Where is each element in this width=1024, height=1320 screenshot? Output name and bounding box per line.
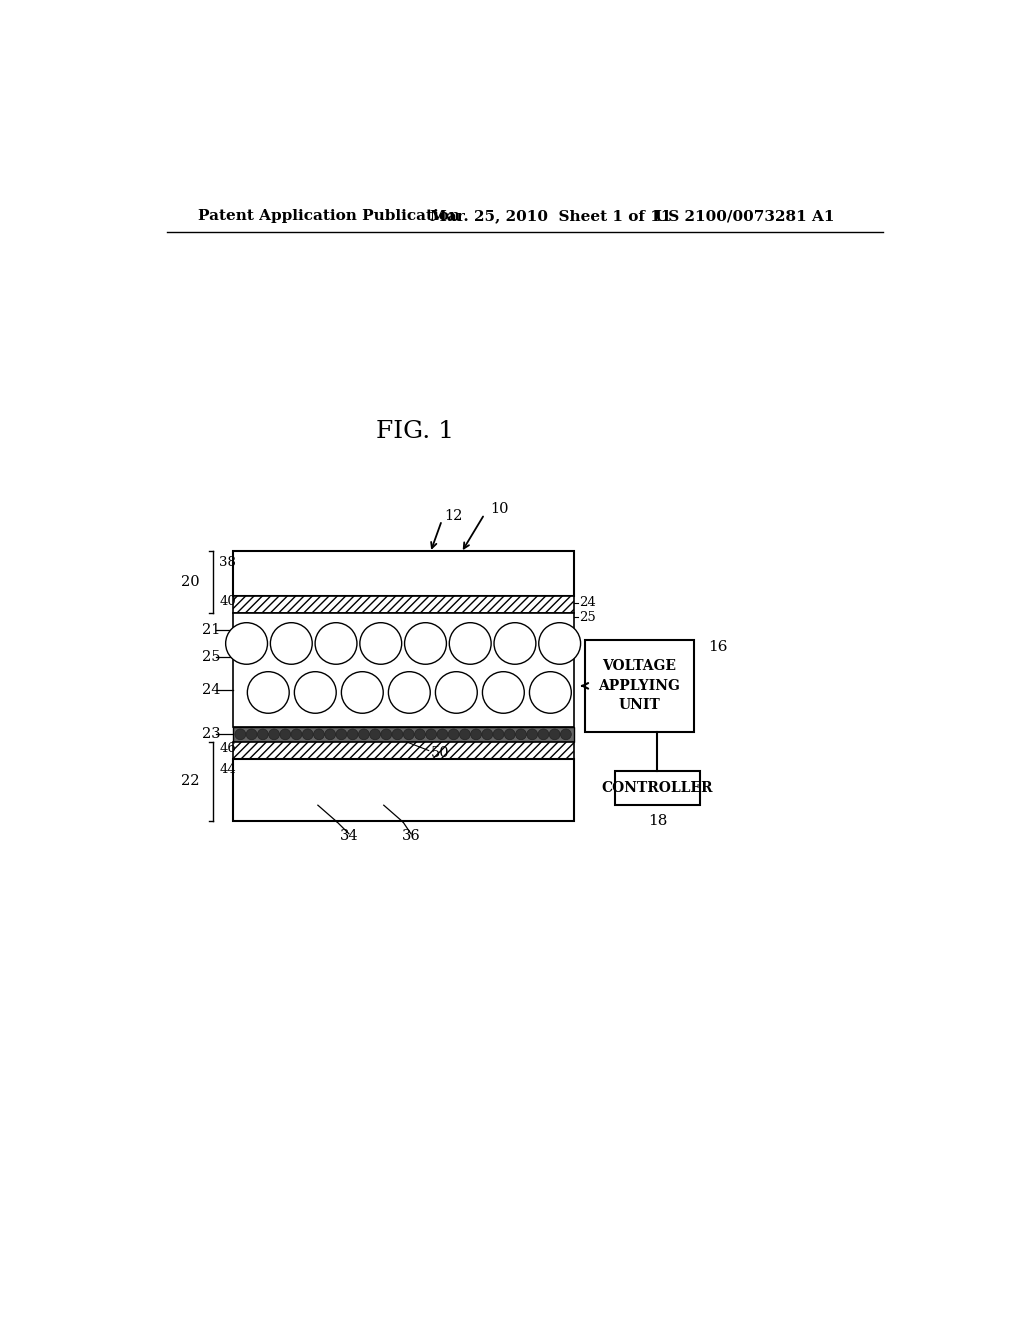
Circle shape: [449, 729, 459, 739]
Circle shape: [336, 729, 347, 739]
Bar: [586, 640, 693, 733]
Text: 18: 18: [647, 813, 667, 828]
Text: 25: 25: [579, 611, 596, 624]
Bar: [232, 726, 573, 742]
Circle shape: [482, 672, 524, 713]
Circle shape: [359, 623, 401, 664]
Bar: [614, 771, 700, 805]
Text: 24: 24: [202, 682, 220, 697]
Circle shape: [494, 729, 504, 739]
Circle shape: [257, 729, 268, 739]
Circle shape: [529, 672, 571, 713]
Text: 20: 20: [180, 576, 200, 589]
Circle shape: [549, 729, 560, 739]
Circle shape: [460, 729, 470, 739]
Circle shape: [268, 729, 280, 739]
Circle shape: [505, 729, 515, 739]
Circle shape: [302, 729, 313, 739]
Circle shape: [347, 729, 358, 739]
Circle shape: [437, 729, 447, 739]
Text: 16: 16: [708, 640, 727, 655]
Text: 46: 46: [219, 742, 237, 755]
Text: 22: 22: [180, 775, 200, 788]
Circle shape: [471, 729, 481, 739]
Bar: [232, 595, 573, 612]
Circle shape: [246, 729, 257, 739]
Circle shape: [539, 623, 581, 664]
Text: 40: 40: [219, 595, 237, 609]
Circle shape: [404, 623, 446, 664]
Text: 38: 38: [219, 556, 237, 569]
Circle shape: [225, 623, 267, 664]
Bar: [232, 759, 573, 821]
Circle shape: [234, 729, 246, 739]
Text: CONTROLLER: CONTROLLER: [601, 781, 713, 795]
Circle shape: [280, 729, 291, 739]
Text: VOLTAGE
APPLYING
UNIT: VOLTAGE APPLYING UNIT: [599, 660, 680, 713]
Text: Mar. 25, 2010  Sheet 1 of 11: Mar. 25, 2010 Sheet 1 of 11: [430, 209, 672, 223]
Circle shape: [315, 623, 357, 664]
Text: 23: 23: [202, 727, 220, 742]
Circle shape: [325, 729, 336, 739]
Circle shape: [538, 729, 549, 739]
Circle shape: [560, 729, 571, 739]
Circle shape: [435, 672, 477, 713]
Text: 44: 44: [219, 763, 237, 776]
Circle shape: [482, 729, 493, 739]
Text: 25: 25: [202, 651, 220, 664]
Circle shape: [370, 729, 381, 739]
Text: Patent Application Publication: Patent Application Publication: [198, 209, 460, 223]
Circle shape: [450, 623, 492, 664]
Circle shape: [248, 672, 289, 713]
Bar: [232, 742, 573, 759]
Text: 10: 10: [490, 502, 509, 516]
Circle shape: [381, 729, 392, 739]
Bar: [232, 552, 573, 595]
Circle shape: [341, 672, 383, 713]
Text: 34: 34: [340, 829, 358, 843]
Text: FIG. 1: FIG. 1: [376, 420, 454, 444]
Bar: [232, 612, 573, 726]
Circle shape: [270, 623, 312, 664]
Circle shape: [426, 729, 436, 739]
Text: 12: 12: [444, 510, 463, 524]
Text: 50: 50: [430, 746, 449, 760]
Circle shape: [403, 729, 414, 739]
Text: 21: 21: [202, 623, 220, 636]
Circle shape: [415, 729, 425, 739]
Text: 36: 36: [401, 829, 420, 843]
Circle shape: [313, 729, 325, 739]
Circle shape: [294, 672, 336, 713]
Circle shape: [388, 672, 430, 713]
Circle shape: [526, 729, 538, 739]
Circle shape: [494, 623, 536, 664]
Circle shape: [515, 729, 526, 739]
Circle shape: [392, 729, 402, 739]
Circle shape: [291, 729, 302, 739]
Text: 24: 24: [579, 597, 596, 610]
Circle shape: [358, 729, 370, 739]
Text: US 2100/0073281 A1: US 2100/0073281 A1: [655, 209, 835, 223]
